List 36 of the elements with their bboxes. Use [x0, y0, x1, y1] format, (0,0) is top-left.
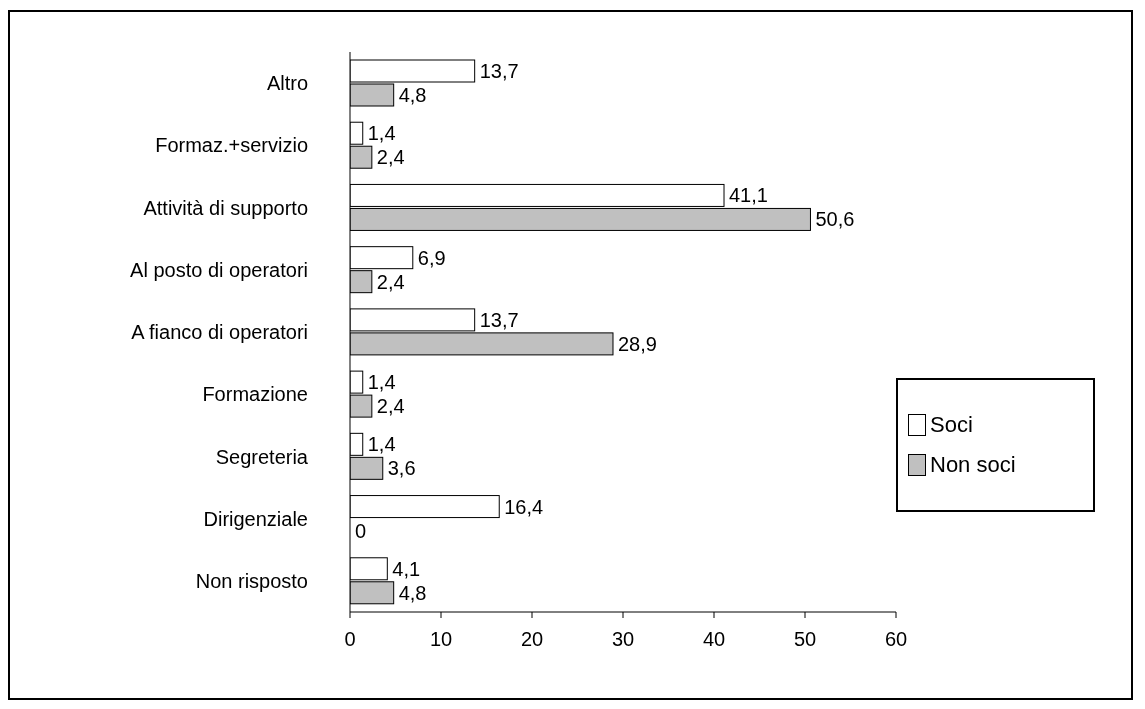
- data-label: 13,7: [479, 308, 519, 331]
- y-tick-label: Attività di supporto: [143, 196, 308, 219]
- data-label: 28,9: [617, 332, 657, 355]
- data-label: 4,1: [392, 557, 421, 580]
- data-label: 1,4: [367, 122, 396, 145]
- data-label: 16,4: [504, 495, 544, 518]
- x-tick-label: 50: [793, 628, 817, 651]
- data-label: 2,4: [376, 395, 405, 418]
- data-label: 2,4: [376, 270, 405, 293]
- data-label: 2,4: [376, 146, 405, 169]
- data-label: 4,8: [398, 581, 427, 604]
- data-label: 4,8: [398, 84, 427, 106]
- data-label: 41,1: [729, 184, 768, 207]
- legend-label: Non soci: [930, 452, 1016, 478]
- data-label: 0: [355, 519, 367, 542]
- x-tick-label: 0: [344, 628, 356, 651]
- y-tick-label: Al posto di operatori: [130, 258, 308, 281]
- data-label: 50,6: [815, 208, 855, 231]
- x-tick-label: 40: [702, 628, 726, 651]
- y-tick-label: Formaz.+servizio: [155, 134, 308, 157]
- data-label: 1,4: [367, 433, 396, 456]
- y-tick-label: Altro: [266, 72, 308, 95]
- x-tick-label: 10: [429, 628, 453, 651]
- data-label: 3,6: [387, 457, 416, 480]
- data-label: 13,7: [479, 60, 519, 82]
- y-tick-label: A fianco di operatori: [131, 321, 308, 344]
- data-label: 6,9: [417, 246, 446, 269]
- data-label: 1,4: [367, 371, 396, 394]
- x-tick-label: 30: [611, 628, 635, 651]
- y-tick-label: Non risposto: [195, 569, 308, 592]
- y-tick-label: Dirigenziale: [203, 507, 308, 530]
- legend-label: Soci: [930, 412, 973, 438]
- y-tick-label: Formazione: [202, 383, 308, 406]
- x-tick-label: 20: [520, 628, 544, 651]
- x-tick-label: 60: [884, 628, 908, 651]
- y-tick-label: Segreteria: [215, 445, 309, 468]
